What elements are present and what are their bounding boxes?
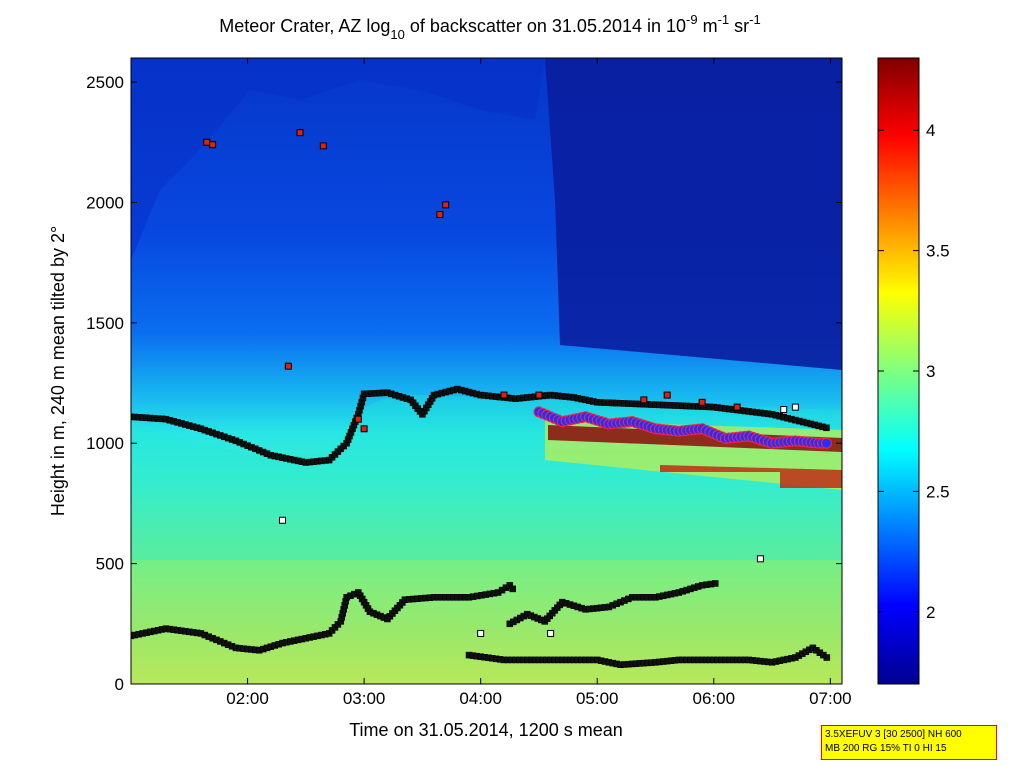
scatter-white-markers: [279, 403, 799, 637]
red-marker: [203, 138, 211, 146]
red-marker: [442, 201, 450, 209]
y-axis-label: Height in m, 240 m mean tilted by 2°: [48, 226, 68, 516]
x-tick-label: 04:00: [459, 689, 502, 708]
colorbar: [877, 57, 920, 685]
red-marker: [500, 391, 508, 399]
red-marker: [360, 425, 368, 433]
y-tick-label: 1500: [86, 314, 124, 333]
white-marker: [477, 629, 485, 637]
x-tick-label: 06:00: [693, 689, 736, 708]
info-box-line-1: 3.5XEFUV 3 [30 2500] NH 600: [825, 729, 962, 740]
x-tick-label: 02:00: [226, 689, 269, 708]
heatmap-area: [131, 58, 842, 684]
info-box: 3.5XEFUV 3 [30 2500] NH 600 MB 200 RG 15…: [821, 725, 997, 760]
red-marker: [284, 362, 292, 370]
colorbar-tick-label: 4: [926, 121, 935, 140]
colorbar-tick-label: 3.5: [926, 242, 950, 261]
y-tick-label: 2000: [86, 193, 124, 212]
white-marker: [279, 516, 287, 524]
red-marker: [535, 391, 543, 399]
x-axis-label: Time on 31.05.2014, 1200 s mean: [349, 720, 623, 740]
red-marker: [354, 415, 362, 423]
red-marker: [640, 396, 648, 404]
chart-title: Meteor Crater, AZ log10 of backscatter o…: [219, 12, 760, 42]
y-tick-label: 1000: [86, 434, 124, 453]
x-tick-label: 03:00: [343, 689, 386, 708]
white-marker: [780, 406, 788, 414]
cloud-base: [533, 406, 832, 449]
heatmap-upper-left-region: [131, 58, 545, 260]
colorbar-tick-label: 2: [926, 603, 935, 622]
surface-layer-boundary: [465, 644, 831, 668]
red-marker: [733, 403, 741, 411]
white-marker: [791, 403, 799, 411]
heatmap-clear-air-region: [131, 58, 842, 370]
red-marker: [663, 391, 671, 399]
y-tick-label: 0: [115, 675, 124, 694]
x-tick-label: 07:00: [809, 689, 852, 708]
layer-lines: [131, 385, 832, 668]
x-axis-ticks: 02:00 03:00 04:00 05:00 06:00 07:00: [226, 58, 852, 708]
colorbar-tick-label: 2.5: [926, 482, 950, 501]
mid-layer-boundary: [506, 580, 719, 628]
white-marker: [547, 629, 555, 637]
info-box-line-2: MB 200 RG 15% TI 0 HI 15: [825, 743, 947, 754]
layer-marker: [823, 654, 831, 661]
layer-marker: [509, 585, 516, 593]
layer-marker: [711, 580, 719, 587]
cloud-base-marker: [820, 437, 832, 449]
red-marker: [209, 141, 217, 149]
red-marker: [698, 398, 706, 406]
red-marker: [436, 211, 444, 218]
layer-marker: [823, 424, 830, 432]
y-tick-label: 500: [96, 555, 124, 574]
y-tick-label: 2500: [86, 73, 124, 92]
scatter-red-markers: [203, 129, 741, 433]
white-marker: [756, 555, 764, 563]
red-marker: [319, 142, 327, 150]
upper-layer-boundary: [131, 385, 830, 466]
colorbar-ticks: 2 2.5 3 3.5 4: [878, 121, 950, 622]
plot-frame: [130, 57, 843, 685]
x-tick-label: 05:00: [576, 689, 619, 708]
lower-layer-boundary: [131, 582, 516, 654]
red-marker: [296, 129, 304, 137]
heatmap-cloud-base-echo: [660, 465, 842, 488]
y-axis-ticks: 0 500 1000 1500 2000 2500: [86, 73, 842, 694]
colorbar-tick-label: 3: [926, 362, 935, 381]
